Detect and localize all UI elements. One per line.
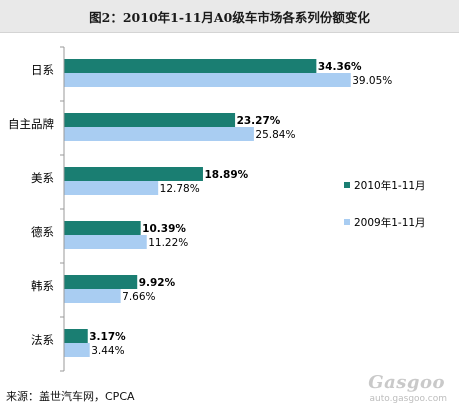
data-label: 25.84% — [255, 129, 295, 141]
bar — [64, 343, 90, 357]
category-label: 德系 — [31, 225, 54, 239]
data-label: 34.36% — [318, 61, 362, 73]
watermark: Gasgoo auto.gasgoo.com — [357, 370, 449, 408]
data-label: 23.27% — [237, 115, 281, 127]
bar — [64, 73, 351, 87]
data-label: 39.05% — [352, 75, 392, 87]
legend-swatch — [344, 182, 350, 188]
bar — [64, 59, 317, 73]
data-label: 9.92% — [139, 277, 176, 289]
data-label: 10.39% — [142, 223, 186, 235]
bar — [64, 127, 254, 141]
title-bar: 图2：2010年1-11月A0级车市场各系列份额变化 — [0, 0, 459, 33]
data-label: 3.17% — [89, 331, 126, 343]
bar — [64, 289, 121, 303]
legend-label: 2009年1-11月 — [354, 216, 426, 229]
bar — [64, 167, 203, 181]
bar — [64, 235, 147, 249]
bar — [64, 221, 141, 235]
bar — [64, 113, 236, 127]
category-label: 法系 — [31, 333, 54, 347]
bar — [64, 181, 159, 195]
data-label: 3.44% — [91, 345, 124, 357]
category-label: 美系 — [31, 171, 54, 185]
watermark-url: auto.gasgoo.com — [369, 394, 447, 404]
chart-title: 图2：2010年1-11月A0级车市场各系列份额变化 — [89, 9, 370, 25]
data-label: 18.89% — [204, 169, 248, 181]
chart-area: 日系 34.36% 39.05% 自主品牌 23.27% 25.84% 美系 18.89% 12… — [0, 32, 459, 382]
category-label: 自主品牌 — [8, 117, 54, 131]
watermark-logo: Gasgoo — [368, 372, 445, 393]
data-label: 7.66% — [122, 291, 155, 303]
legend-swatch — [344, 219, 350, 225]
data-label: 12.78% — [160, 183, 200, 195]
bar — [64, 329, 88, 343]
bar-chart: 日系 34.36% 39.05% 自主品牌 23.27% 25.84% 美系 18.89% 12… — [8, 46, 426, 372]
bar — [64, 275, 138, 289]
category-label: 韩系 — [31, 279, 54, 293]
data-label: 11.22% — [148, 237, 188, 249]
legend-label: 2010年1-11月 — [354, 179, 426, 192]
source-note: 来源：盖世汽车网，CPCA — [6, 390, 135, 403]
category-label: 日系 — [31, 63, 54, 77]
